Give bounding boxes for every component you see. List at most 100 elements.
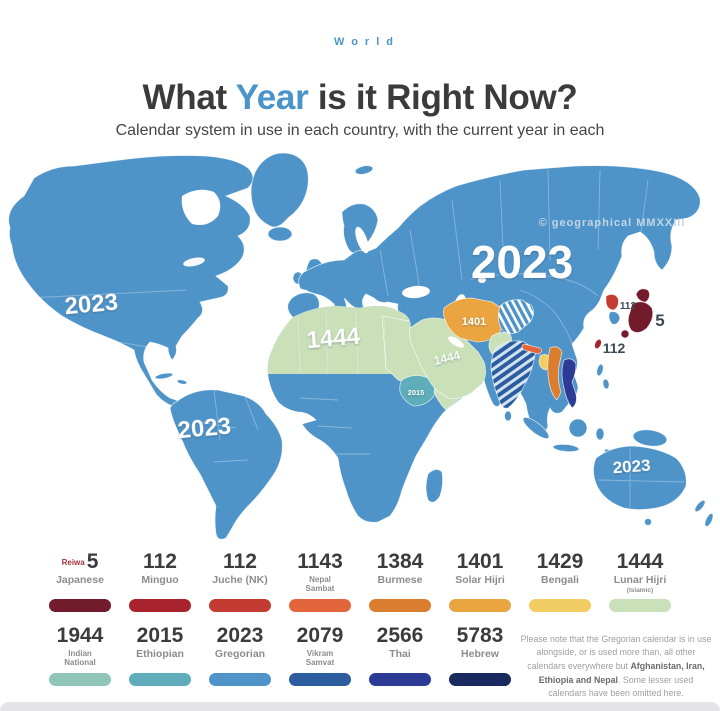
legend-row-1: Reiwa 5 Japanese 112 Minguo 112 Juche (NK… [40, 546, 680, 612]
legend-year-value: Reiwa 5 [61, 550, 99, 573]
world-map: © geographical MMXXIII 2023 2023 2023 14… [8, 152, 714, 540]
philippines-shape [596, 363, 604, 377]
legend-year-value: 1444 [616, 550, 664, 573]
north-korea-region [605, 294, 619, 311]
map-label-ethiopia: 2015 [408, 388, 425, 397]
map-label-australia: 2023 [612, 456, 651, 478]
title-post: is it Right Now? [308, 78, 578, 118]
map-label-north-korea: 112 [620, 301, 637, 312]
japan-honshu-shape [627, 301, 654, 333]
map-label-asia: 2023 [471, 236, 573, 288]
legend-year-value: 2015 [136, 624, 184, 647]
footnote: Please note that the Gregorian calendar … [520, 633, 712, 701]
bottom-bar [0, 702, 720, 711]
legend-year-value: 2023 [216, 624, 264, 647]
legend-item: 5783 Hebrew [440, 620, 520, 686]
thailand-region [561, 358, 577, 409]
tasmania-shape [644, 518, 652, 526]
legend-color-pill [529, 599, 591, 612]
svalbard-shape [354, 165, 374, 175]
legend-color-pill [289, 673, 351, 686]
map-label-japan: 5 [655, 311, 664, 330]
title-pre: What [142, 78, 236, 118]
legend-calendar-name: Lunar Hijri (Islamic) [613, 574, 667, 594]
legend-color-pill [209, 599, 271, 612]
legend-calendar-name: Burmese [377, 574, 423, 586]
map-label-arabia: 1444 [432, 348, 462, 368]
legend-color-pill [289, 599, 351, 612]
legend-calendar-name: Ethiopian [136, 648, 184, 660]
title-accent: Year [235, 78, 309, 118]
legend-item: 2023 Gregorian [200, 620, 280, 686]
sri-lanka-shape [504, 410, 512, 422]
legend-item: 1401 Solar Hijri [440, 546, 520, 612]
great-lakes-shape [183, 257, 205, 267]
ethiopia-region [399, 375, 436, 407]
legend-year-value: 1143 [297, 550, 343, 573]
subtitle: Calendar system in use in each country, … [115, 122, 605, 139]
legend-row-2: 1944 Indian National 2015 Ethiopian 2023 … [40, 620, 520, 686]
australia-shape [593, 445, 687, 510]
map-label-south-america: 2023 [177, 413, 233, 445]
map-label-iran: 1401 [462, 316, 486, 328]
north-america-shape [8, 155, 254, 409]
baltic-sea-shape [355, 226, 369, 254]
cuba-shape [154, 372, 174, 380]
legend-calendar-name: Japanese [56, 574, 104, 586]
watermark: © geographical MMXXIII [539, 217, 686, 229]
legend-year-value: 2566 [376, 624, 424, 647]
legend-item: 1429 Bengali [520, 546, 600, 612]
legend-color-pill [49, 673, 111, 686]
legend-item: 1384 Burmese [360, 546, 440, 612]
legend-color-pill [449, 673, 511, 686]
legend-item: Reiwa 5 Japanese [40, 546, 120, 612]
footnote-text-1: Please note that the Gregorian calendar … [520, 633, 712, 672]
legend-color-pill [129, 599, 191, 612]
legend-calendar-name: Vikram Samvat [305, 649, 335, 668]
sulawesi-shape [595, 427, 605, 441]
legend-calendar-name: Solar Hijri [455, 574, 505, 586]
legend-color-pill [49, 599, 111, 612]
persian-gulf-shape [448, 336, 464, 348]
japan-hokkaido-shape [635, 288, 650, 303]
legend-item: 112 Juche (NK) [200, 546, 280, 612]
legend-year-value: 1429 [536, 550, 584, 573]
okhotsk-sea-shape [627, 239, 645, 261]
legend-item: 1444 Lunar Hijri (Islamic) [600, 546, 680, 612]
legend-year-value: 2079 [296, 624, 344, 647]
legend-item: 1143 Nepal Sambat [280, 546, 360, 612]
legend-item: 2566 Thai [360, 620, 440, 686]
country-borders [27, 169, 685, 508]
borneo-shape [568, 418, 588, 438]
map-label-taiwan: 112 [603, 340, 626, 356]
south-korea-region [608, 311, 621, 325]
legend-year-value: 112 [223, 550, 257, 573]
madagascar-shape [425, 469, 444, 503]
legend-year-value: 1401 [456, 550, 504, 573]
hispaniola-shape [176, 379, 188, 385]
new-zealand-south-shape [704, 513, 714, 527]
legend-color-pill [449, 599, 511, 612]
legend-calendar-name: Hebrew [461, 648, 499, 660]
legend-calendar-name: Bengali [541, 574, 579, 586]
afghanistan-region [498, 299, 534, 334]
new-guinea-shape [632, 429, 668, 447]
myanmar-region [547, 346, 563, 401]
japan-kyushu-shape [620, 329, 630, 339]
map-label-north-america: 2023 [64, 289, 120, 321]
legend-year-value: 1944 [56, 624, 104, 647]
legend-color-pill [369, 599, 431, 612]
legend-item: 2079 Vikram Samvat [280, 620, 360, 686]
legend-color-pill [609, 599, 671, 612]
legend-calendar-name: Indian National [64, 649, 96, 668]
eurasia-shape [298, 165, 701, 437]
legend-item: 112 Minguo [120, 546, 200, 612]
legend-item: 1944 Indian National [40, 620, 120, 686]
legend-year-value: 1384 [376, 550, 424, 573]
south-america-shape [169, 389, 283, 540]
legend-calendar-name: Minguo [141, 574, 179, 586]
aral-sea-shape [478, 277, 486, 283]
hudson-bay-shape [181, 189, 221, 225]
kicker: World [334, 36, 400, 48]
